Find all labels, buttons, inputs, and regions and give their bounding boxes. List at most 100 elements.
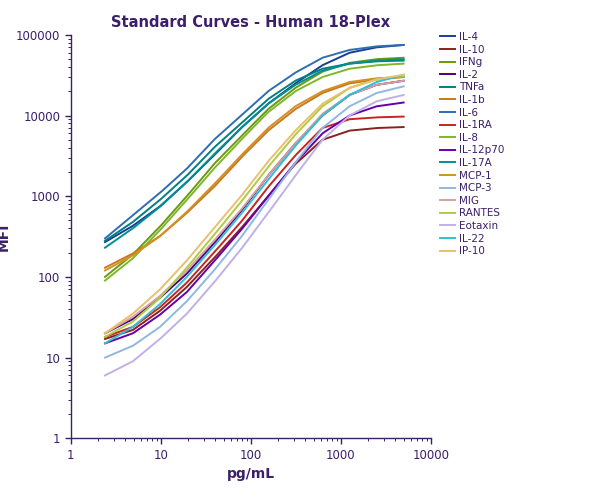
IL-2 [278, 156, 286, 162]
IL-8 [279, 98, 286, 104]
RANTES [372, 77, 379, 83]
RANTES [278, 148, 286, 154]
IL-1b [284, 112, 291, 118]
IP-10 [353, 83, 360, 89]
Eotaxin [101, 373, 109, 378]
IL-1b [400, 74, 407, 80]
Line: Eotaxin: Eotaxin [105, 95, 404, 375]
Eotaxin [278, 191, 286, 197]
MCP-3 [278, 178, 286, 184]
IL-2 [279, 155, 286, 161]
IP-10 [101, 330, 109, 336]
IL-8 [284, 94, 291, 100]
MCP-3 [400, 83, 407, 89]
TNFa [284, 83, 291, 89]
IL-1RA [284, 161, 291, 167]
IP-10 [400, 72, 407, 78]
IL-1RA [103, 334, 110, 340]
Eotaxin [372, 99, 379, 105]
MCP-1 [101, 267, 109, 273]
IL-1b [278, 117, 286, 123]
IL-17A [353, 60, 360, 66]
Line: RANTES: RANTES [105, 76, 404, 337]
RANTES [103, 334, 110, 340]
IL-1RA [400, 114, 407, 120]
IL-1RA [372, 115, 379, 121]
IFNg [353, 59, 360, 65]
Eotaxin [353, 109, 360, 115]
IP-10 [372, 77, 379, 83]
TNFa [278, 87, 286, 93]
TNFa [372, 58, 379, 64]
MIG [103, 330, 110, 336]
IL-12p70 [372, 104, 379, 110]
IL-8 [372, 62, 379, 68]
IL-10 [101, 336, 109, 342]
MIG [372, 82, 379, 88]
MIG [278, 156, 286, 162]
Line: IL-1RA: IL-1RA [105, 117, 404, 337]
IL-4 [279, 90, 286, 96]
MCP-3 [353, 100, 360, 106]
Line: MCP-1: MCP-1 [105, 77, 404, 270]
IL-2 [101, 330, 109, 336]
IL-12p70 [284, 169, 291, 175]
X-axis label: pg/mL: pg/mL [227, 467, 275, 481]
IL-4 [101, 239, 109, 245]
MCP-1 [278, 114, 286, 120]
Eotaxin [284, 183, 291, 189]
MIG [101, 330, 109, 336]
IFNg [103, 273, 110, 279]
Line: MCP-3: MCP-3 [105, 86, 404, 358]
IL-22 [101, 340, 109, 346]
IL-2 [353, 89, 360, 95]
IL-10 [372, 125, 379, 131]
RANTES [284, 140, 291, 146]
IL-8 [353, 65, 360, 71]
MCP-3 [279, 177, 286, 183]
Line: IL-1b: IL-1b [105, 77, 404, 268]
RANTES [400, 73, 407, 79]
RANTES [279, 146, 286, 152]
Line: IL-10: IL-10 [105, 127, 404, 339]
IL-17A [284, 87, 291, 93]
TNFa [103, 237, 110, 243]
IL-10 [353, 127, 360, 133]
IL-6 [278, 79, 286, 85]
IL-1RA [353, 116, 360, 122]
IL-8 [101, 277, 109, 283]
IL-6 [103, 235, 110, 241]
IL-1RA [101, 334, 109, 340]
IL-4 [284, 86, 291, 92]
IL-22 [400, 72, 407, 78]
IP-10 [284, 136, 291, 142]
IL-1b [103, 264, 110, 270]
Title: Standard Curves - Human 18-Plex: Standard Curves - Human 18-Plex [111, 14, 391, 29]
Y-axis label: MFI: MFI [0, 223, 11, 250]
IL-17A [400, 56, 407, 62]
MIG [353, 89, 360, 95]
IL-8 [103, 277, 110, 283]
IL-10 [279, 176, 286, 182]
IL-10 [284, 170, 291, 176]
IL-4 [372, 44, 379, 50]
TNFa [101, 238, 109, 244]
Eotaxin [103, 372, 110, 378]
IP-10 [279, 142, 286, 148]
IL-12p70 [400, 100, 407, 106]
IL-6 [101, 236, 109, 242]
MCP-3 [103, 354, 110, 360]
Line: IP-10: IP-10 [105, 75, 404, 333]
Line: IL-4: IL-4 [105, 45, 404, 242]
IL-2 [400, 78, 407, 84]
MCP-1 [103, 267, 110, 273]
IL-8 [278, 99, 286, 105]
Legend: IL-4, IL-10, IFNg, IL-2, TNFa, IL-1b, IL-6, IL-1RA, IL-8, IL-12p70, IL-17A, MCP-: IL-4, IL-10, IFNg, IL-2, TNFa, IL-1b, IL… [440, 32, 504, 256]
IL-1RA [279, 167, 286, 173]
IL-17A [278, 91, 286, 97]
IL-4 [278, 91, 286, 97]
IFNg [284, 91, 291, 97]
IP-10 [103, 330, 110, 336]
Line: IL-6: IL-6 [105, 45, 404, 239]
Eotaxin [279, 190, 286, 196]
